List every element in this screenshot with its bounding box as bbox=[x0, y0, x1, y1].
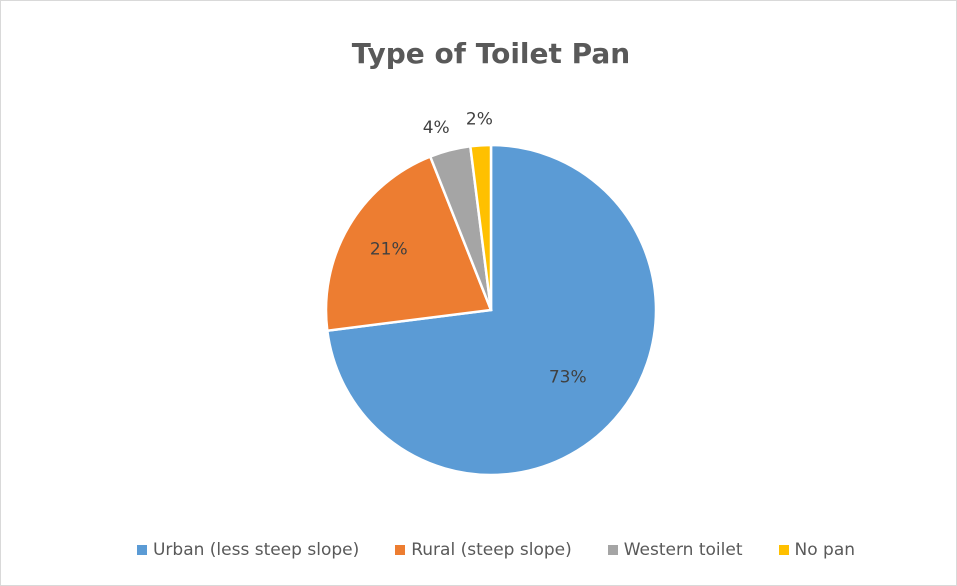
legend-swatch bbox=[136, 545, 147, 555]
data-label: 4% bbox=[423, 118, 450, 138]
legend-item: Rural (steep slope) bbox=[395, 540, 572, 560]
legend-item: Urban (less steep slope) bbox=[136, 540, 360, 560]
legend-swatch bbox=[395, 545, 406, 555]
legend-label: Rural (steep slope) bbox=[411, 540, 572, 560]
data-label: 21% bbox=[370, 240, 408, 260]
legend-swatch bbox=[607, 545, 618, 555]
legend-label: No pan bbox=[794, 540, 856, 560]
legend-label: Western toilet bbox=[623, 540, 743, 560]
pie-slice bbox=[324, 154, 493, 333]
legend-label: Urban (less steep slope) bbox=[152, 540, 360, 560]
data-label: 73% bbox=[549, 368, 587, 388]
legend-swatch bbox=[778, 545, 789, 555]
legend-item: Western toilet bbox=[607, 540, 743, 560]
pie-slice bbox=[468, 143, 493, 311]
legend: Urban (less steep slope) Rural (steep slo… bbox=[1, 540, 957, 560]
data-label: 2% bbox=[466, 110, 493, 130]
legend-item: No pan bbox=[778, 540, 856, 560]
chart-title: Type of Toilet Pan bbox=[351, 37, 631, 70]
